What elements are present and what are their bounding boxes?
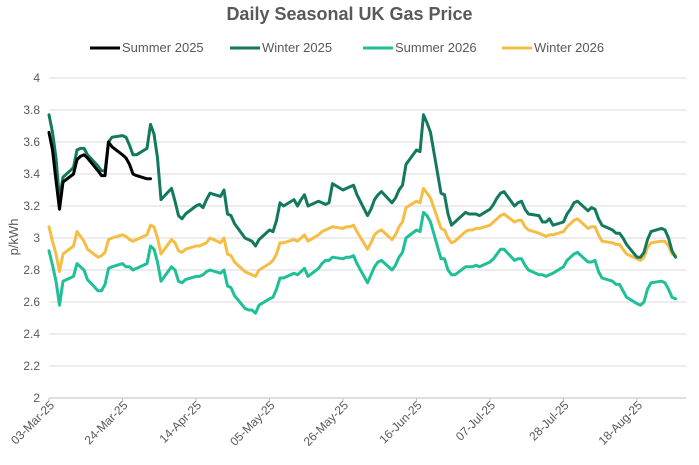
series-line-summer-2026 bbox=[47, 210, 677, 315]
x-tick-label: 05-May-25 bbox=[227, 398, 278, 449]
legend-label: Winter 2026 bbox=[534, 40, 604, 55]
series-line-winter-2025 bbox=[47, 113, 677, 259]
y-tick-label: 2 bbox=[33, 391, 40, 405]
x-tick-label: 03-Mar-25 bbox=[8, 398, 57, 447]
y-tick-label: 3 bbox=[33, 231, 40, 245]
legend-label: Winter 2025 bbox=[262, 40, 332, 55]
legend: Summer 2025 Winter 2025 Summer 2026 Winter … bbox=[90, 40, 604, 55]
x-tick-label: 14-Apr-25 bbox=[156, 398, 204, 446]
x-axis-ticks: 03-Mar-25 24-Mar-25 14-Apr-25 05-May-25 26-M… bbox=[8, 398, 645, 449]
series-line-summer-2025 bbox=[47, 130, 152, 211]
y-tick-label: 2.4 bbox=[23, 327, 40, 341]
y-axis-ticks: 2 2.2 2.4 2.6 2.8 3 3.2 3.4 3.6 3.8 4 bbox=[23, 71, 40, 405]
x-tick-label: 18-Aug-25 bbox=[596, 398, 646, 448]
y-tick-label: 4 bbox=[33, 71, 40, 85]
legend-label: Summer 2025 bbox=[122, 40, 204, 55]
series-line-winter-2026 bbox=[47, 186, 677, 278]
x-tick-label: 16-Jun-25 bbox=[377, 398, 425, 446]
series-lines bbox=[47, 113, 677, 315]
x-tick-label: 24-Mar-25 bbox=[82, 398, 131, 447]
legend-label: Summer 2026 bbox=[395, 40, 477, 55]
x-tick-label: 26-May-25 bbox=[301, 398, 352, 449]
x-tick-label: 28-Jul-25 bbox=[526, 398, 572, 444]
chart-title: Daily Seasonal UK Gas Price bbox=[226, 4, 473, 24]
y-tick-label: 2.2 bbox=[23, 359, 40, 373]
gridlines bbox=[49, 77, 686, 399]
x-tick-label: 07-Jul-25 bbox=[453, 398, 499, 444]
y-tick-label: 3.4 bbox=[23, 167, 40, 181]
y-axis-label: p/kWh bbox=[6, 219, 21, 256]
y-tick-label: 2.6 bbox=[23, 295, 40, 309]
y-tick-label: 3.6 bbox=[23, 135, 40, 149]
y-tick-label: 2.8 bbox=[23, 263, 40, 277]
y-tick-label: 3.8 bbox=[23, 103, 40, 117]
y-tick-label: 3.2 bbox=[23, 199, 40, 213]
